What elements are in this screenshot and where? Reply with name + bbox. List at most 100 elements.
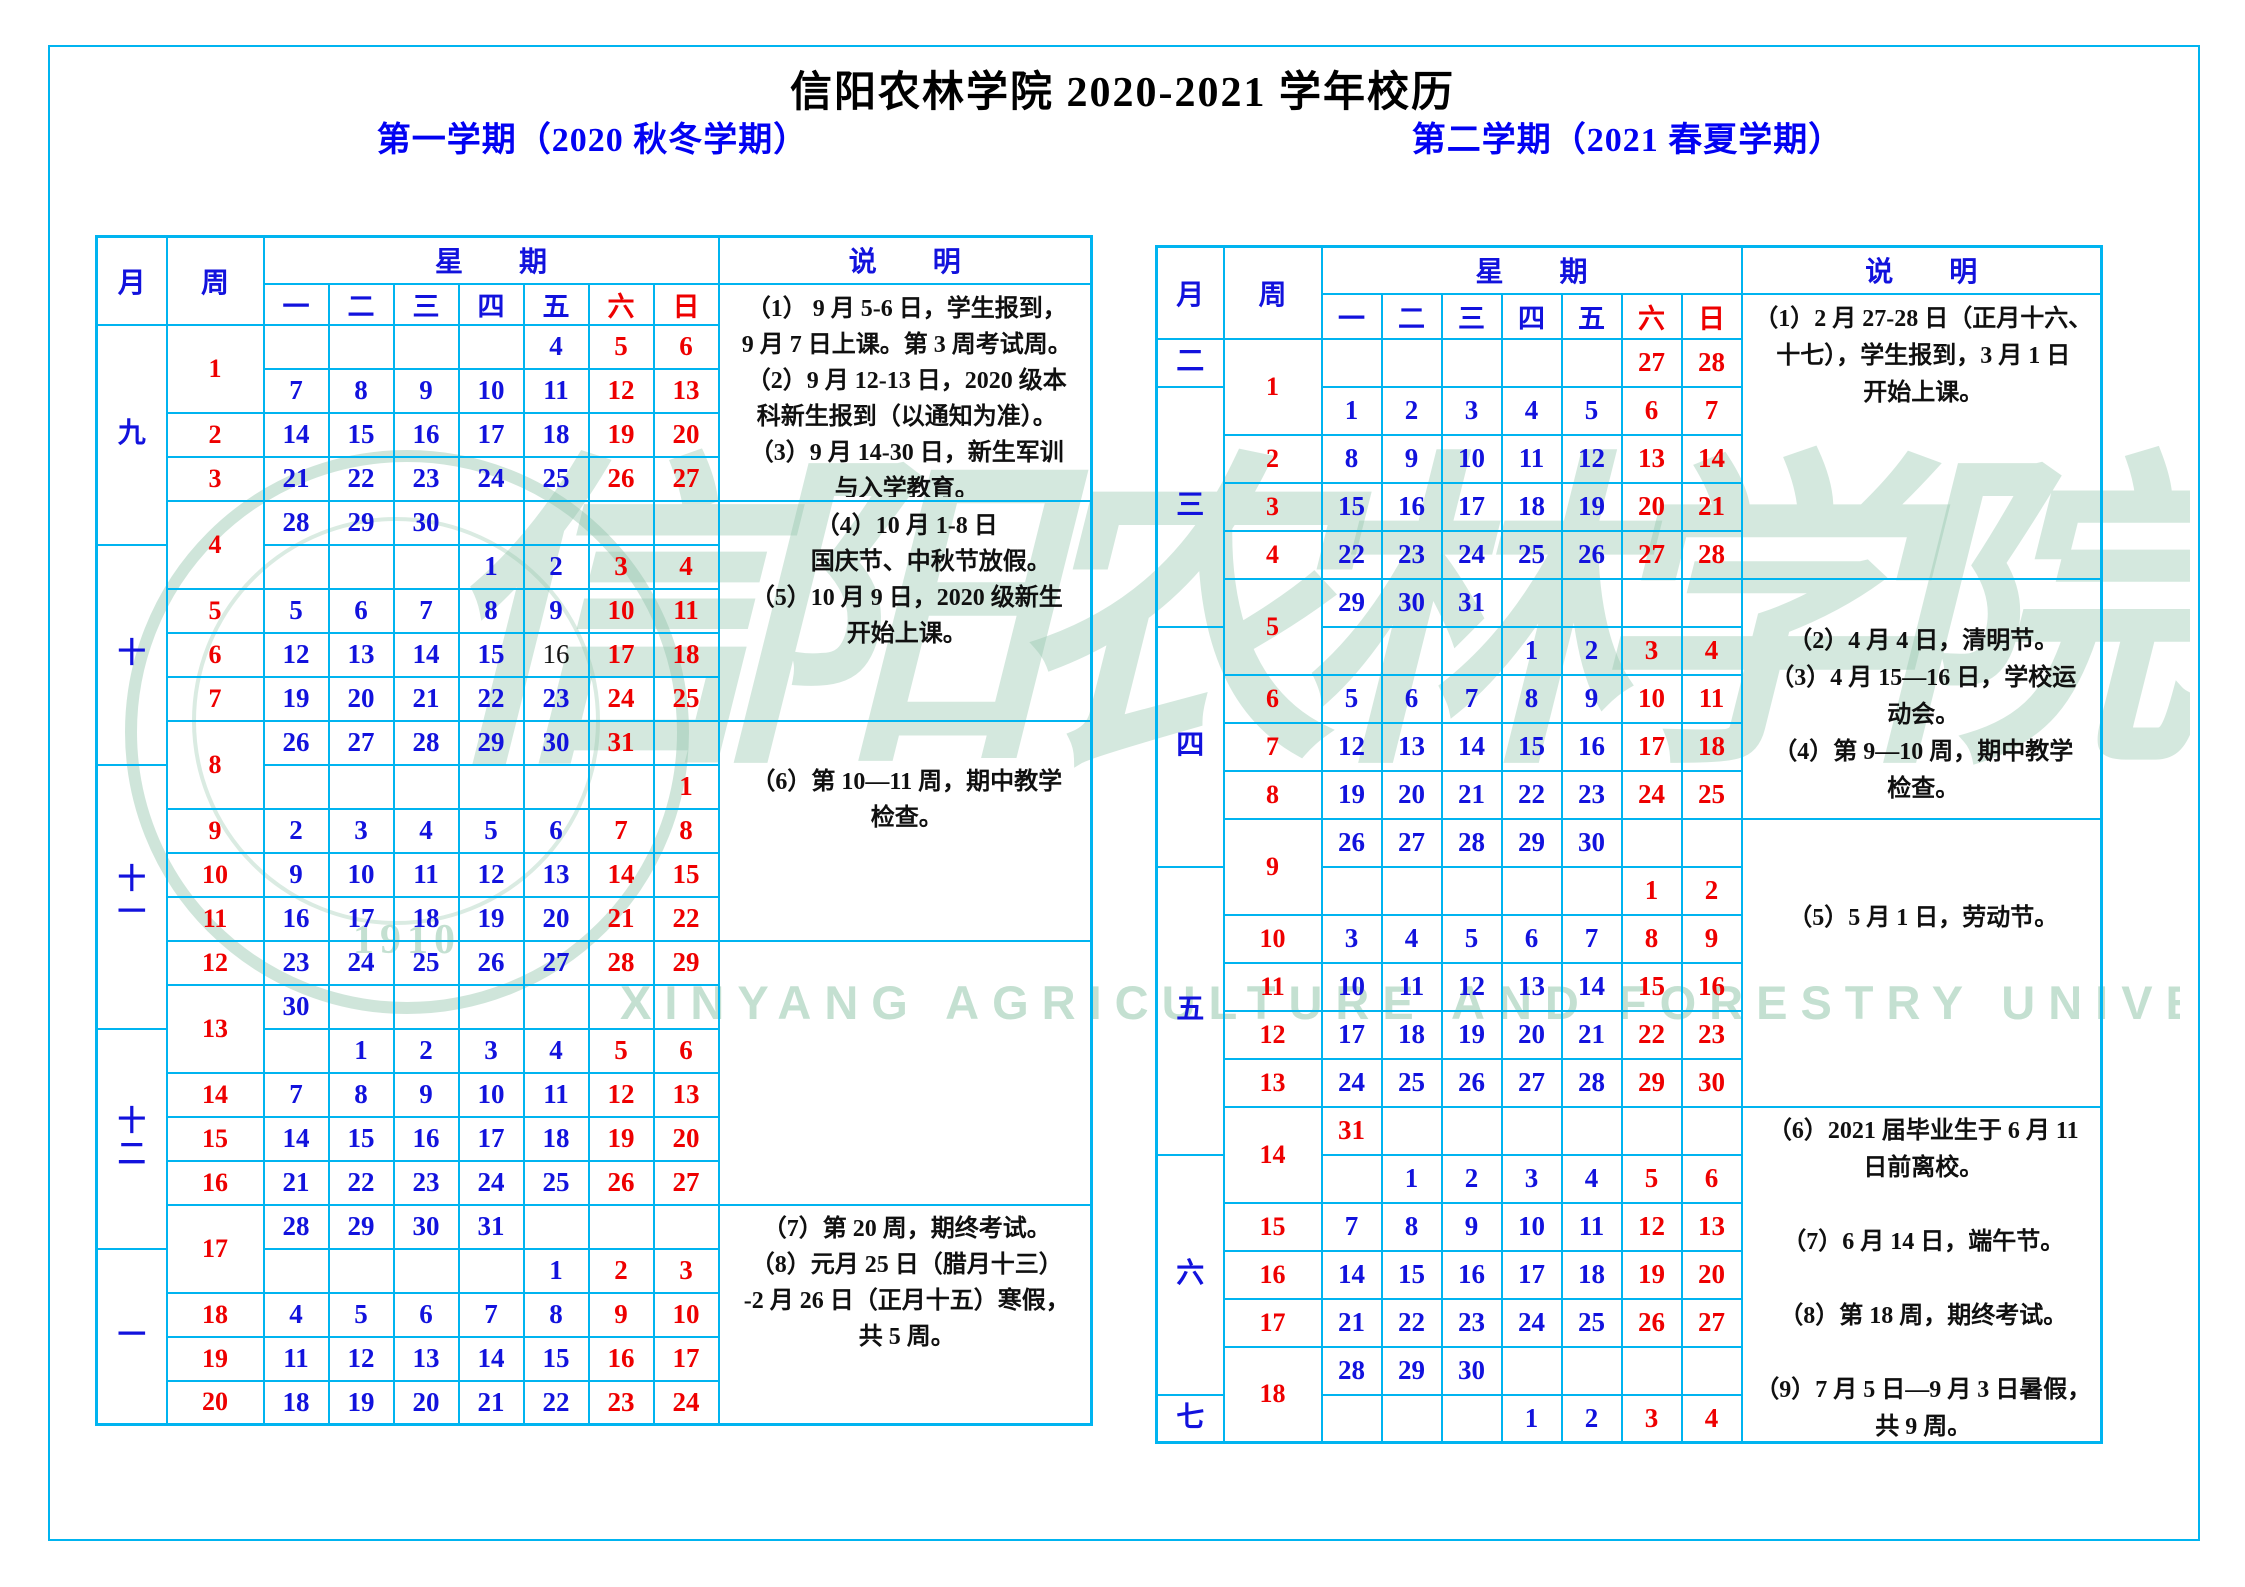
day-cell: 12 [327,1335,395,1382]
day-cell: 16 [1680,961,1743,1012]
day-cell: 13 [1500,961,1563,1012]
day-cell: 8 [1320,433,1383,484]
day-cell: 10 [1620,673,1683,724]
day-cell: 10 [457,1071,525,1118]
week-number-cell: 2 [1222,433,1323,484]
day-cell: 26 [1320,817,1383,868]
day-cell [262,1247,330,1294]
day-cell: 30 [392,499,460,546]
day-cell: 14 [392,631,460,678]
week-number-cell: 15 [165,1115,265,1162]
day-cell: 27 [1620,529,1683,580]
day-cell: 17 [1620,721,1683,772]
day-cell [457,763,525,810]
day-cell: 27 [327,719,395,766]
month-cell: 二 [1155,337,1225,388]
day-cell: 5 [1620,1153,1683,1204]
notes-cell: （6）2021 届毕业生于 6 月 11 日前离校。 （7）6 月 14 日，端… [1740,1105,2103,1444]
day-cell: 9 [392,367,460,414]
day-cell: 25 [1560,1297,1623,1348]
day-cell [1380,1393,1443,1444]
day-cell: 2 [1680,865,1743,916]
day-cell: 12 [457,851,525,898]
day-cell [327,763,395,810]
day-cell: 27 [1680,1297,1743,1348]
day-cell: 13 [327,631,395,678]
day-cell: 30 [1680,1057,1743,1108]
day-cell: 17 [457,1115,525,1162]
day-cell: 2 [1560,1393,1623,1444]
day-cell: 19 [262,675,330,722]
weekday-name-7: 日 [652,282,720,326]
day-cell [392,323,460,370]
day-cell: 10 [1440,433,1503,484]
day-cell: 1 [457,543,525,590]
day-cell: 22 [1500,769,1563,820]
day-cell: 22 [327,455,395,502]
day-cell: 10 [327,851,395,898]
day-cell: 25 [522,1159,590,1206]
day-cell: 19 [1440,1009,1503,1060]
day-cell: 25 [652,675,720,722]
day-cell: 7 [457,1291,525,1338]
week-number-cell: 9 [165,807,265,854]
weekday-name-1: 一 [262,282,330,326]
month-cell: 四 [1155,625,1225,868]
day-cell: 8 [457,587,525,634]
month-cell: 五 [1155,865,1225,1156]
day-cell: 20 [1380,769,1443,820]
day-cell: 23 [1440,1297,1503,1348]
notes-cell [717,939,1093,1206]
note-text: （6）第 10—11 周，期中教学 检查。 [751,768,1063,831]
day-cell: 13 [1620,433,1683,484]
day-cell [392,983,460,1030]
day-cell: 4 [652,543,720,590]
day-cell: 27 [652,1159,720,1206]
day-cell: 12 [587,367,655,414]
weekday-banner-header: 星 期 [1320,245,1743,295]
day-cell [587,763,655,810]
day-cell: 1 [1500,1393,1563,1444]
week-column-header: 周 [1222,245,1323,340]
day-cell: 2 [1440,1153,1503,1204]
day-cell: 13 [1680,1201,1743,1252]
day-cell: 4 [262,1291,330,1338]
week-number-cell: 2 [165,411,265,458]
day-cell: 31 [587,719,655,766]
day-cell [522,763,590,810]
day-cell [1440,1105,1503,1156]
day-cell [1680,577,1743,628]
notes-column-header: 说 明 [717,235,1093,285]
day-cell [327,983,395,1030]
day-cell: 19 [1320,769,1383,820]
week-number-cell: 1 [165,323,265,414]
day-cell: 15 [522,1335,590,1382]
day-cell [1620,817,1683,868]
day-cell: 8 [652,807,720,854]
notes-cell: （5）5 月 1 日，劳动节。 [1740,817,2103,1108]
day-cell: 6 [652,323,720,370]
day-cell: 10 [1500,1201,1563,1252]
day-cell: 7 [1320,1201,1383,1252]
day-cell: 15 [327,411,395,458]
week-number-cell: 12 [165,939,265,986]
day-cell: 11 [1500,433,1563,484]
day-cell: 19 [327,1379,395,1426]
day-cell: 19 [457,895,525,942]
day-cell: 3 [1320,913,1383,964]
day-cell: 10 [1320,961,1383,1012]
day-cell [457,499,525,546]
day-cell: 9 [1380,433,1443,484]
note-text: （2）4 月 4 日，清明节。 （3）4 月 15—16 日，学校运 动会。 （… [1770,627,2077,802]
day-cell [1620,1345,1683,1396]
day-cell: 1 [1320,385,1383,436]
week-number-cell: 5 [165,587,265,634]
weekday-name-3: 三 [1440,292,1503,340]
day-cell: 17 [1500,1249,1563,1300]
day-cell: 28 [587,939,655,986]
day-cell [262,763,330,810]
day-cell: 27 [1380,817,1443,868]
day-cell: 15 [327,1115,395,1162]
day-cell: 29 [1320,577,1383,628]
day-cell [1680,817,1743,868]
